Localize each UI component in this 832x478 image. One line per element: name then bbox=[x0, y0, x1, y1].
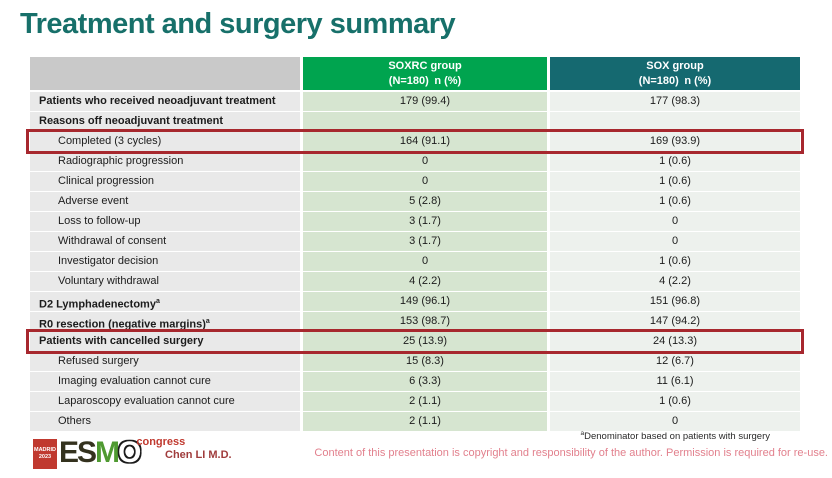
sox-value: 177 (98.3) bbox=[550, 92, 800, 111]
table-row: Refused surgery 15 (8.3) 12 (6.7) bbox=[30, 352, 800, 371]
sox-value: 1 (0.6) bbox=[550, 252, 800, 271]
soxrc-header-line1: SOXRC group bbox=[388, 60, 462, 73]
footnote-text: Denominator based on patients with surge… bbox=[584, 431, 770, 443]
soxrc-value: 15 (8.3) bbox=[303, 352, 547, 371]
soxrc-value: 6 (3.3) bbox=[303, 372, 547, 391]
esmo-congress-logo: MADRID 2023 ESMO congress bbox=[33, 436, 186, 469]
row-label: Refused surgery bbox=[30, 352, 300, 371]
soxrc-value: 25 (13.9) bbox=[303, 332, 547, 351]
soxrc-value bbox=[303, 112, 547, 131]
congress-label: congress bbox=[136, 436, 186, 448]
sox-value: 0 bbox=[550, 232, 800, 251]
sox-header-line2: (N=180) n (%) bbox=[638, 74, 712, 87]
sox-value: 0 bbox=[550, 412, 800, 431]
summary-table: SOXRC group (N=180) n (%) SOX group (N=1… bbox=[26, 57, 804, 431]
copyright-notice: Content of this presentation is copyrigh… bbox=[314, 447, 828, 459]
table-row: R0 resection (negative margins)a 153 (98.… bbox=[30, 312, 800, 331]
page-title: Treatment and surgery summary bbox=[20, 8, 456, 40]
row-label: Others bbox=[30, 412, 300, 431]
table-row: Others 2 (1.1) 0 bbox=[30, 412, 800, 431]
row-label: Reasons off neoadjuvant treatment bbox=[30, 112, 300, 131]
soxrc-value: 0 bbox=[303, 252, 547, 271]
table-row: Laparoscopy evaluation cannot cure 2 (1.1… bbox=[30, 392, 800, 411]
table-row: Adverse event 5 (2.8) 1 (0.6) bbox=[30, 192, 800, 211]
corner-header-cell bbox=[30, 57, 300, 90]
row-label: D2 Lymphadenectomya bbox=[30, 292, 300, 311]
row-label: Adverse event bbox=[30, 192, 300, 211]
footnote-superscript: a bbox=[580, 430, 585, 437]
column-header-soxrc: SOXRC group (N=180) n (%) bbox=[303, 57, 547, 90]
table-row: Voluntary withdrawal 4 (2.2) 4 (2.2) bbox=[30, 272, 800, 291]
row-label: Radiographic progression bbox=[30, 152, 300, 171]
row-label: Voluntary withdrawal bbox=[30, 272, 300, 291]
row-label: Laparoscopy evaluation cannot cure bbox=[30, 392, 300, 411]
sox-value bbox=[550, 112, 800, 131]
table-row: Imaging evaluation cannot cure 6 (3.3) 11 … bbox=[30, 372, 800, 391]
soxrc-value: 0 bbox=[303, 172, 547, 191]
row-label: Completed (3 cycles) bbox=[30, 132, 300, 151]
esmo-wordmark: ESMO bbox=[59, 436, 141, 469]
table-row: Completed (3 cycles) 164 (91.1) 169 (93.9) bbox=[26, 129, 804, 154]
sox-value: 24 (13.3) bbox=[550, 332, 800, 351]
soxrc-value: 0 bbox=[303, 152, 547, 171]
esmo-letter: S bbox=[77, 436, 97, 469]
soxrc-value: 3 (1.7) bbox=[303, 212, 547, 231]
table-row: Radiographic progression 0 1 (0.6) bbox=[30, 152, 800, 171]
soxrc-value: 4 (2.2) bbox=[303, 272, 547, 291]
sox-value: 151 (96.8) bbox=[550, 292, 800, 311]
esmo-letter: O bbox=[118, 436, 141, 469]
sox-value: 11 (6.1) bbox=[550, 372, 800, 391]
table-body: Patients who received neoadjuvant treatm… bbox=[26, 92, 804, 431]
table-header-row: SOXRC group (N=180) n (%) SOX group (N=1… bbox=[30, 57, 800, 90]
row-label: Clinical progression bbox=[30, 172, 300, 191]
soxrc-value: 3 (1.7) bbox=[303, 232, 547, 251]
sox-value: 147 (94.2) bbox=[550, 312, 800, 331]
madrid-2023-badge: MADRID 2023 bbox=[33, 439, 57, 469]
soxrc-value: 164 (91.1) bbox=[303, 132, 547, 151]
row-label: Investigator decision bbox=[30, 252, 300, 271]
sox-value: 12 (6.7) bbox=[550, 352, 800, 371]
column-header-sox: SOX group (N=180) n (%) bbox=[550, 57, 800, 90]
soxrc-value: 2 (1.1) bbox=[303, 392, 547, 411]
sox-value: 1 (0.6) bbox=[550, 192, 800, 211]
row-label: Patients with cancelled surgery bbox=[30, 332, 300, 351]
table-row: D2 Lymphadenectomya 149 (96.1) 151 (96.8) bbox=[30, 292, 800, 311]
table-row: Clinical progression 0 1 (0.6) bbox=[30, 172, 800, 191]
table-row: Reasons off neoadjuvant treatment bbox=[30, 112, 800, 131]
row-label: Loss to follow-up bbox=[30, 212, 300, 231]
table-row: Investigator decision 0 1 (0.6) bbox=[30, 252, 800, 271]
table-row: Withdrawal of consent 3 (1.7) 0 bbox=[30, 232, 800, 251]
soxrc-header-line2: (N=180) n (%) bbox=[388, 74, 462, 87]
author-credit: Chen LI M.D. bbox=[165, 449, 232, 461]
row-label: Imaging evaluation cannot cure bbox=[30, 372, 300, 391]
table-row: Patients with cancelled surgery 25 (13.9)… bbox=[26, 329, 804, 354]
sox-value: 169 (93.9) bbox=[550, 132, 800, 151]
soxrc-value: 149 (96.1) bbox=[303, 292, 547, 311]
row-label: R0 resection (negative margins)a bbox=[30, 312, 300, 331]
sox-value: 1 (0.6) bbox=[550, 152, 800, 171]
sox-value: 1 (0.6) bbox=[550, 392, 800, 411]
sox-value: 1 (0.6) bbox=[550, 172, 800, 191]
soxrc-value: 179 (99.4) bbox=[303, 92, 547, 111]
esmo-letter: M bbox=[95, 436, 120, 469]
sox-header-line1: SOX group bbox=[646, 60, 704, 73]
madrid-label: MADRID bbox=[34, 446, 56, 453]
table-footnote: aDenominator based on patients with surg… bbox=[580, 430, 770, 442]
row-label: Withdrawal of consent bbox=[30, 232, 300, 251]
table-row: Loss to follow-up 3 (1.7) 0 bbox=[30, 212, 800, 231]
table-row: Patients who received neoadjuvant treatm… bbox=[30, 92, 800, 111]
soxrc-value: 5 (2.8) bbox=[303, 192, 547, 211]
soxrc-value: 153 (98.7) bbox=[303, 312, 547, 331]
esmo-letter: E bbox=[59, 436, 79, 469]
year-label: 2023 bbox=[38, 454, 52, 460]
sox-value: 0 bbox=[550, 212, 800, 231]
soxrc-value: 2 (1.1) bbox=[303, 412, 547, 431]
row-label: Patients who received neoadjuvant treatm… bbox=[30, 92, 300, 111]
sox-value: 4 (2.2) bbox=[550, 272, 800, 291]
